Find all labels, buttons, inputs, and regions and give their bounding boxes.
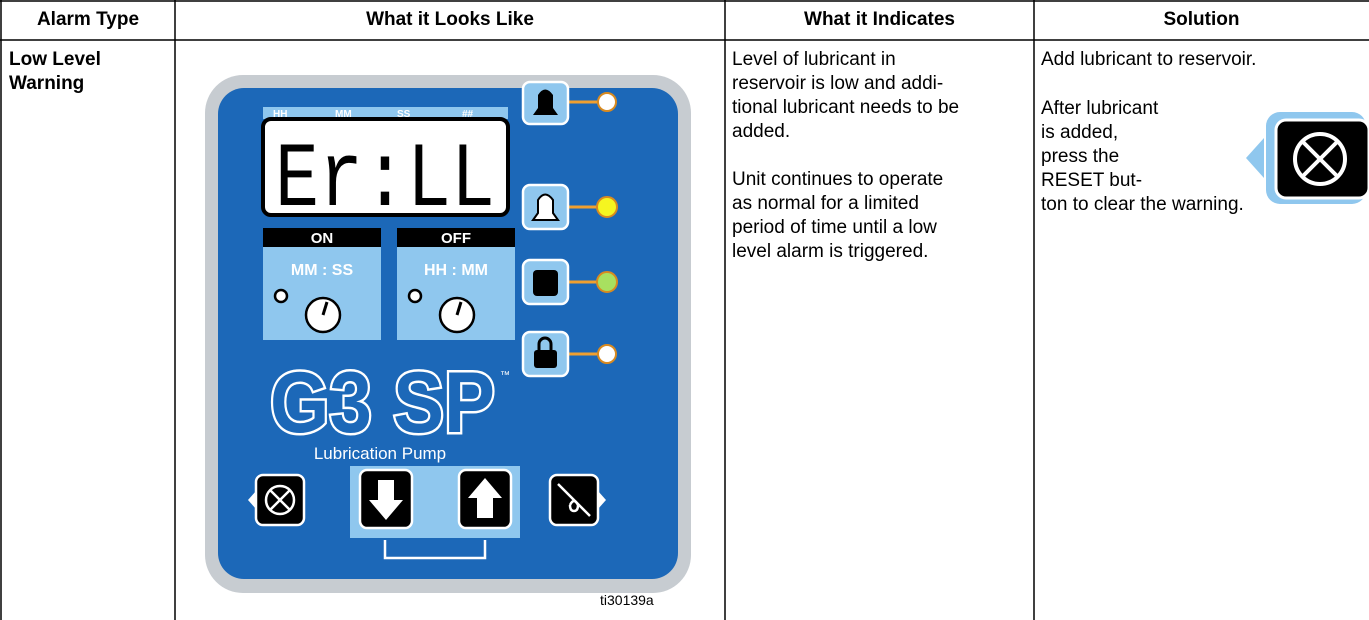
display-text: Er:LL (275, 128, 495, 233)
panel-subtitle: Lubrication Pump (314, 444, 446, 463)
off-units: HH : MM (424, 262, 488, 279)
trademark: ™ (500, 370, 510, 381)
on-label: ON (311, 230, 334, 247)
paragraph: Unit continues to operate as normal for a… (732, 168, 959, 264)
logo: G3 SP (270, 355, 495, 451)
text-line: added. (732, 121, 791, 142)
header: What it Looks Like (366, 9, 534, 30)
pump-panel: HH MM SS ## Er:LL ON OFF MM : SS HH : MM… (205, 75, 691, 608)
text-line: Unit continues to operate (732, 169, 944, 190)
indicates: Level of lubricant in reservoir is low an… (732, 48, 959, 264)
strip-label: ## (462, 109, 474, 120)
text-line: press the (1041, 146, 1120, 167)
reset-icon (1246, 112, 1369, 204)
figure-id: ti30139a (600, 592, 654, 608)
header: Alarm Type (36, 9, 140, 30)
header: Solution (1163, 9, 1240, 30)
text-line: is added, (1041, 122, 1119, 143)
off-label: OFF (441, 230, 471, 247)
text-line: tional lubricant needs to be (732, 97, 960, 118)
text-line: Low Level (9, 49, 101, 70)
text-line: ton to clear the warning. (1041, 194, 1244, 215)
solution-lines: After lubricant is added, press the RESET b… (1041, 97, 1256, 193)
text-line: period of time until a low (732, 217, 937, 238)
text-line: Add lubricant to reservoir. (1041, 49, 1257, 70)
text-line: level alarm is triggered. (732, 241, 929, 262)
header: What it Indicates (804, 9, 955, 30)
solution: Add lubricant to reservoir. After lubric… (1041, 48, 1256, 217)
text-line: reservoir is low and addi- (732, 73, 944, 94)
strip-label: MM (335, 109, 352, 120)
paragraph: Level of lubricant in reservoir is low an… (732, 48, 959, 144)
text-line: as normal for a limited (732, 193, 919, 214)
text-line: Level of lubricant in (732, 49, 896, 70)
strip-label: SS (397, 109, 411, 120)
text-line: Warning (9, 73, 85, 94)
strip-label: HH (273, 109, 287, 120)
alarm-type: Low Level Warning (9, 48, 101, 96)
text-line: RESET but- (1041, 170, 1143, 191)
on-units: MM : SS (291, 262, 354, 279)
text-line: After lubricant (1041, 98, 1159, 119)
